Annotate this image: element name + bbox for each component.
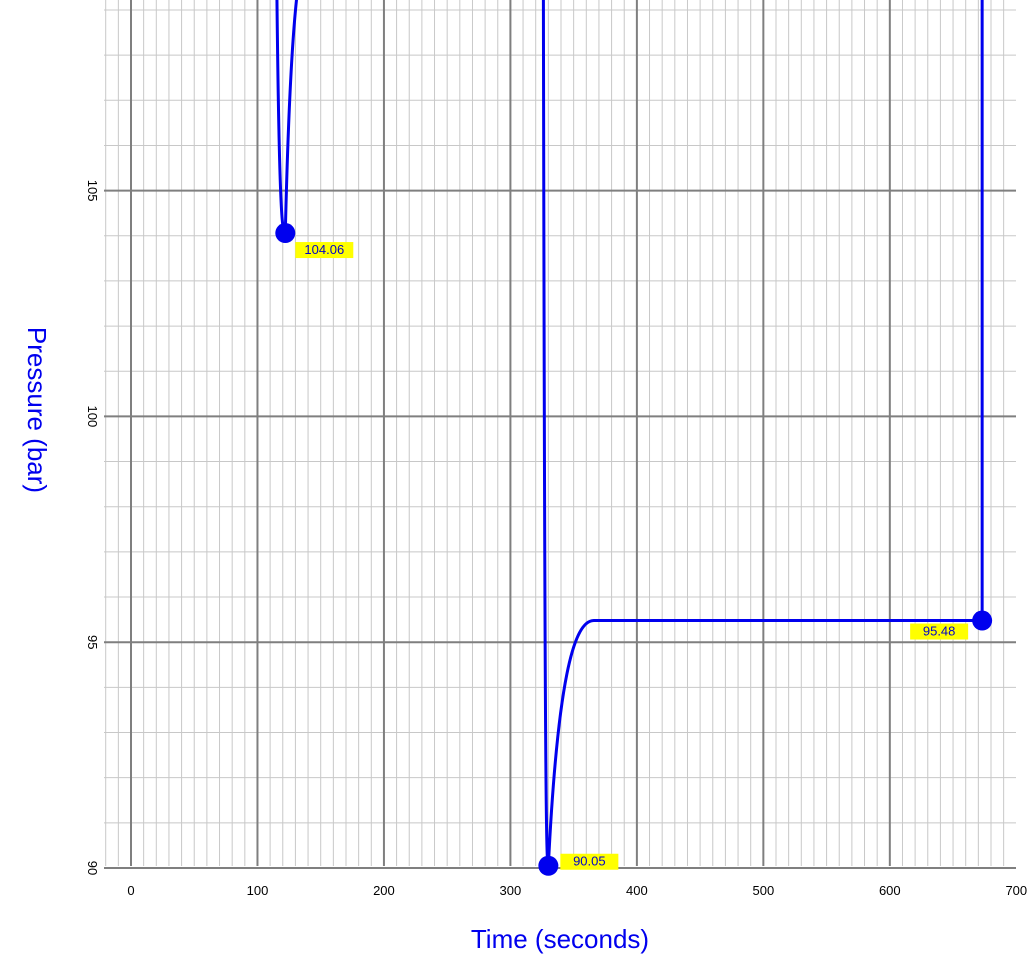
data-label: 95.48: [923, 624, 956, 639]
x-axis-ticks: 0 100 200 300 400 500 600 700: [127, 883, 1027, 898]
x-tick-label: 100: [247, 883, 269, 898]
data-label-background: [910, 623, 969, 640]
x-tick-label: 500: [752, 883, 774, 898]
x-tick-label: 0: [127, 883, 134, 898]
y-axis-ticks: 9095100105110115120125: [85, 180, 100, 875]
pressure-series-line: [275, 0, 984, 868]
major-grid: [104, 0, 1016, 869]
data-point-marker: [275, 223, 296, 244]
data-point-marker: [972, 610, 993, 631]
data-point-marker: [538, 855, 559, 876]
x-axis-title: Time (seconds): [471, 924, 649, 954]
x-tick-label: 200: [373, 883, 395, 898]
data-point-markers: [275, 223, 993, 876]
y-axis-title: Pressure (bar): [22, 327, 52, 493]
x-tick-label: 400: [626, 883, 648, 898]
y-tick-label: 105: [85, 180, 100, 202]
y-tick-label: 95: [85, 635, 100, 649]
data-label: 90.05: [573, 854, 606, 869]
x-tick-label: 700: [1005, 883, 1027, 898]
y-tick-label: 90: [85, 861, 100, 875]
data-label-background: [560, 853, 619, 870]
x-tick-label: 300: [500, 883, 522, 898]
data-label: 104.06: [304, 242, 344, 257]
data-labels: 125.07111.07125.25104.06110.5490.0595.48…: [295, 242, 969, 870]
minor-grid: [104, 0, 1016, 866]
y-tick-label: 100: [85, 406, 100, 428]
data-label-background: [295, 242, 354, 259]
x-tick-label: 600: [879, 883, 901, 898]
